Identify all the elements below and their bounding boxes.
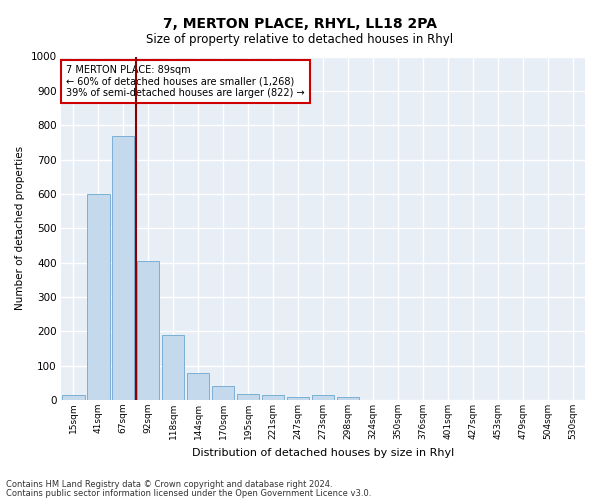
Bar [62,395,85,400]
X-axis label: Distribution of detached houses by size in Rhyl: Distribution of detached houses by size … [192,448,454,458]
Bar [237,394,259,400]
Text: Contains public sector information licensed under the Open Government Licence v3: Contains public sector information licen… [6,488,371,498]
Bar [311,395,334,400]
Text: Size of property relative to detached houses in Rhyl: Size of property relative to detached ho… [146,32,454,46]
Bar [112,136,134,400]
Text: Contains HM Land Registry data © Crown copyright and database right 2024.: Contains HM Land Registry data © Crown c… [6,480,332,489]
Bar [287,396,309,400]
Bar [137,261,160,400]
Bar [87,194,110,400]
Bar [212,386,235,400]
Bar [162,334,184,400]
Y-axis label: Number of detached properties: Number of detached properties [15,146,25,310]
Bar [337,398,359,400]
Bar [187,373,209,400]
Text: 7 MERTON PLACE: 89sqm
← 60% of detached houses are smaller (1,268)
39% of semi-d: 7 MERTON PLACE: 89sqm ← 60% of detached … [66,65,305,98]
Bar [262,394,284,400]
Text: 7, MERTON PLACE, RHYL, LL18 2PA: 7, MERTON PLACE, RHYL, LL18 2PA [163,18,437,32]
